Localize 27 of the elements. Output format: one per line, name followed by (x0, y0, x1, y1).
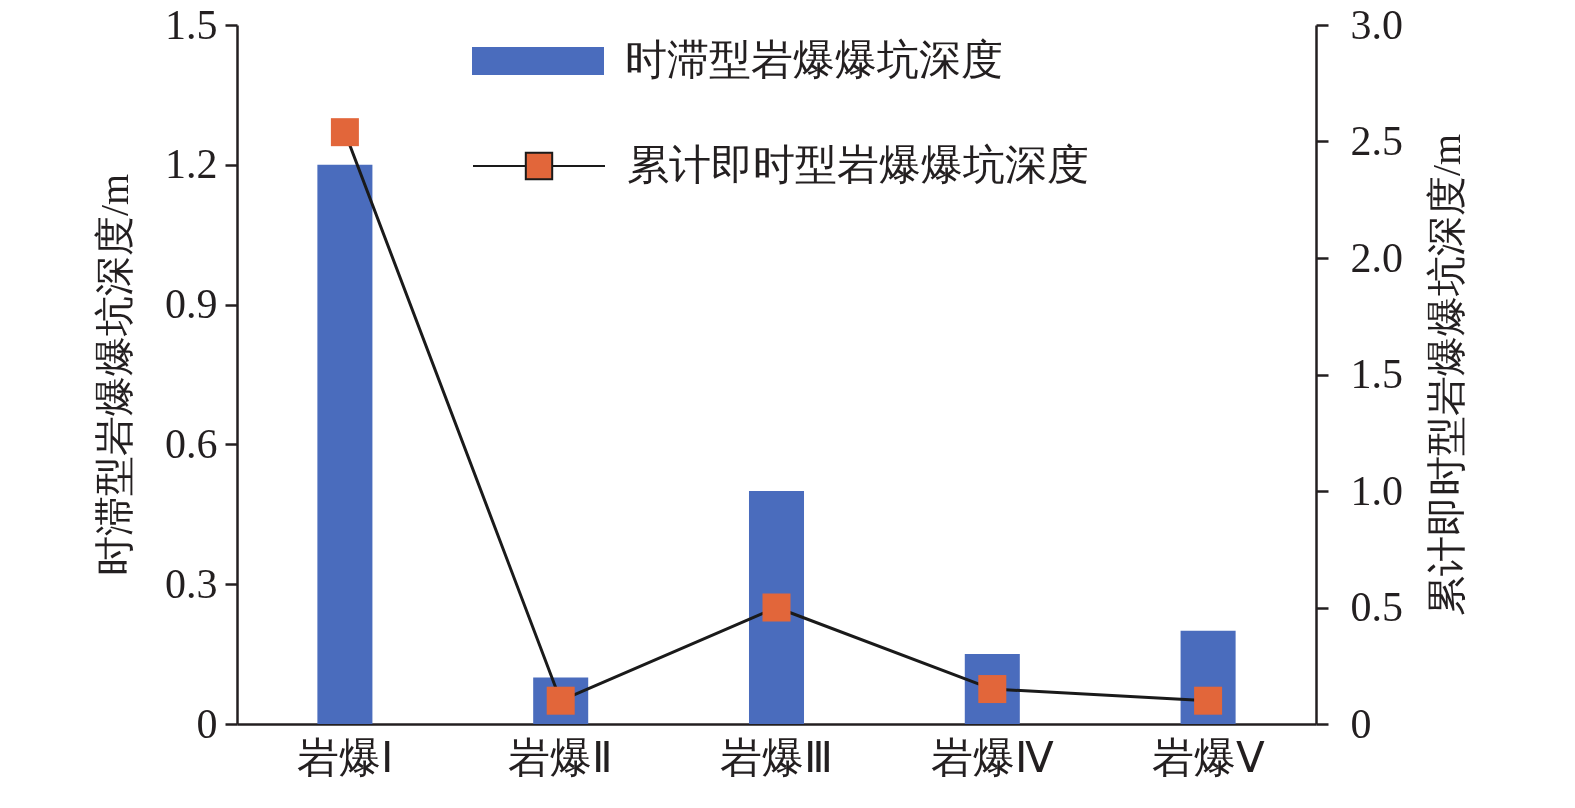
point (330, 118, 359, 147)
y2-tick-label: 0 (1350, 700, 1372, 747)
y2-tick-label: 0.5 (1350, 584, 1403, 630)
bar (317, 164, 373, 724)
y2-tick-label: 2.5 (1350, 118, 1403, 164)
x-tick-label: 岩爆Ⅳ (930, 734, 1054, 781)
bar (748, 491, 805, 724)
y2-axis-title: 累计即时型岩爆爆坑深度/m (1423, 133, 1469, 617)
y-tick-label: 1.5 (165, 1, 218, 48)
y-tick-label: 0 (196, 700, 218, 747)
x-tick-label: 岩爆Ⅱ (508, 734, 614, 781)
y-tick-label: 1.2 (165, 141, 218, 188)
y-tick-label: 0.3 (165, 560, 218, 607)
point (1194, 686, 1223, 715)
x-tick-label: 岩爆Ⅰ (296, 734, 393, 781)
legend-label: 时滞型岩爆爆坑深度 (625, 37, 1003, 83)
y2-tick-label: 3.0 (1350, 1, 1403, 48)
legend-label: 累计即时型岩爆爆坑深度 (627, 142, 1089, 188)
y2-tick-label: 2.0 (1350, 234, 1403, 281)
y2-tick-label: 1.5 (1350, 351, 1403, 397)
x-tick-label: 岩爆Ⅴ (1151, 734, 1265, 781)
y-tick-label: 0.6 (165, 420, 218, 467)
y2-tick-label: 1.0 (1350, 467, 1403, 514)
y-axis-title: 时滞型岩爆爆坑深度/m (91, 173, 137, 577)
point (762, 593, 791, 622)
x-tick-label: 岩爆Ⅲ (720, 734, 833, 781)
y-tick-label: 0.9 (165, 281, 218, 328)
